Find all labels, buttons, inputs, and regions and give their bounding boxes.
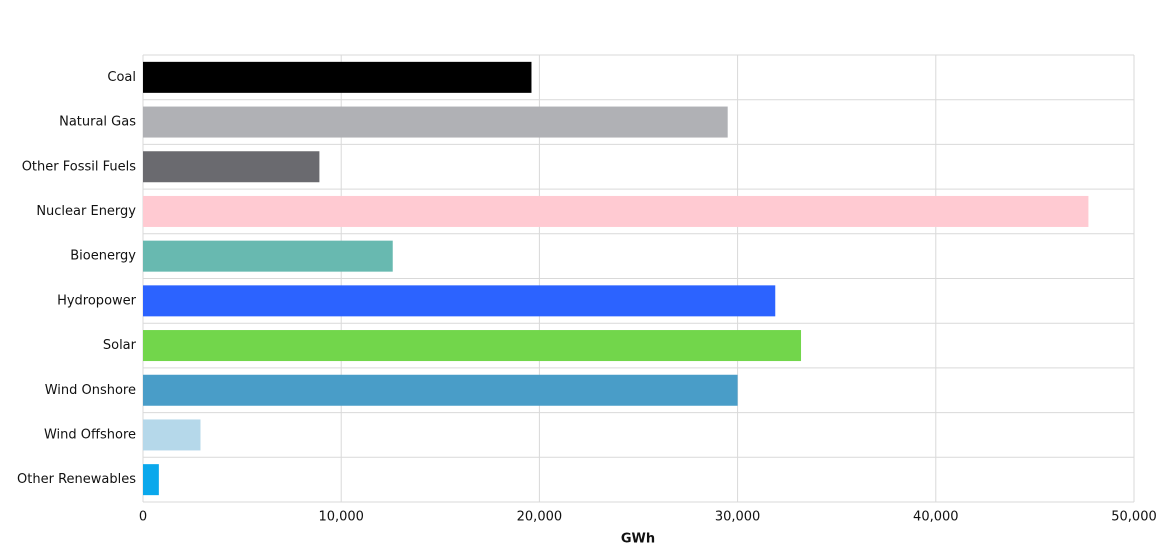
y-tick-label: Solar <box>103 338 137 353</box>
y-tick-label: Natural Gas <box>59 115 136 130</box>
bar <box>143 330 802 362</box>
bar <box>143 195 1089 227</box>
y-tick-label: Bioenergy <box>70 249 136 264</box>
x-tick-label: 0 <box>139 510 147 525</box>
y-tick-label: Coal <box>107 70 136 85</box>
bar <box>143 374 738 406</box>
x-axis-label: GWh <box>621 532 655 547</box>
bar <box>143 151 320 183</box>
bar <box>143 464 159 496</box>
x-tick-label: 30,000 <box>715 510 761 525</box>
y-tick-label: Wind Onshore <box>45 383 136 398</box>
x-tick-label: 50,000 <box>1111 510 1157 525</box>
x-tick-label: 20,000 <box>517 510 563 525</box>
y-tick-label: Other Fossil Fuels <box>22 159 137 174</box>
bar <box>143 240 393 272</box>
bar <box>143 106 728 138</box>
y-tick-label: Wind Offshore <box>44 427 136 442</box>
x-tick-label: 10,000 <box>318 510 364 525</box>
bar <box>143 285 776 317</box>
y-tick-label: Hydropower <box>57 293 137 308</box>
bar <box>143 61 532 93</box>
bar <box>143 419 201 451</box>
y-tick-label: Other Renewables <box>17 472 136 487</box>
y-tick-label: Nuclear Energy <box>36 204 136 219</box>
x-tick-label: 40,000 <box>913 510 959 525</box>
